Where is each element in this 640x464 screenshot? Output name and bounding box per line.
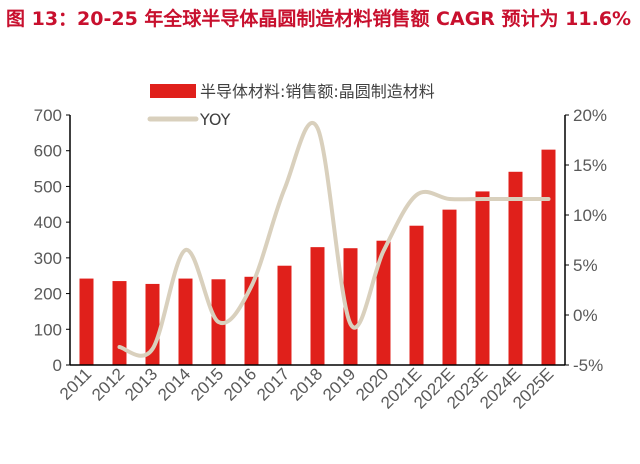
bar-2018 (310, 247, 325, 365)
bar-2022E (442, 209, 457, 365)
x-tick-label: 2012 (88, 364, 128, 404)
yoy-line (117, 120, 551, 358)
chart-title: 图 13：20-25 年全球半导体晶圆制造材料销售额 CAGR 预计为 11.6… (6, 8, 632, 30)
bar-2017 (277, 265, 292, 365)
legend-label-bar: 半导体材料:销售额:晶圆制造材料 (200, 82, 435, 101)
x-tick-label: 2014 (154, 364, 194, 404)
right-tick-label: 10% (573, 206, 607, 225)
bar-2019 (343, 248, 358, 365)
left-tick-label: 300 (34, 249, 62, 268)
x-tick-label: 2013 (121, 364, 161, 404)
bar-2024E (508, 171, 523, 365)
x-tick-label: 2016 (220, 364, 260, 404)
bar-2016 (244, 276, 259, 365)
left-tick-label: 400 (34, 213, 62, 232)
right-tick-label: 0% (573, 306, 598, 325)
x-tick-label: 2017 (253, 364, 293, 404)
left-tick-label: 200 (34, 285, 62, 304)
right-tick-label: -5% (573, 356, 603, 375)
left-tick-label: 100 (34, 320, 62, 339)
left-tick-label: 500 (34, 177, 62, 196)
bar-2020 (376, 240, 391, 365)
legend-label-line: YOY (199, 110, 231, 129)
bar-2014 (178, 278, 193, 365)
bar-2021E (409, 225, 424, 365)
right-tick-label: 15% (573, 156, 607, 175)
left-tick-label: 700 (34, 106, 62, 125)
bar-2011 (79, 278, 94, 365)
x-tick-label: 2018 (286, 364, 326, 404)
legend-swatch-bar (150, 84, 196, 98)
right-tick-label: 20% (573, 106, 607, 125)
left-tick-label: 600 (34, 142, 62, 161)
x-tick-label: 2015 (187, 364, 227, 404)
bar-2012 (112, 281, 127, 365)
right-tick-label: 5% (573, 256, 598, 275)
x-tick-label: 2019 (319, 364, 359, 404)
left-tick-label: 0 (53, 356, 62, 375)
bar-2025E (541, 149, 556, 365)
bar-2023E (475, 191, 490, 365)
